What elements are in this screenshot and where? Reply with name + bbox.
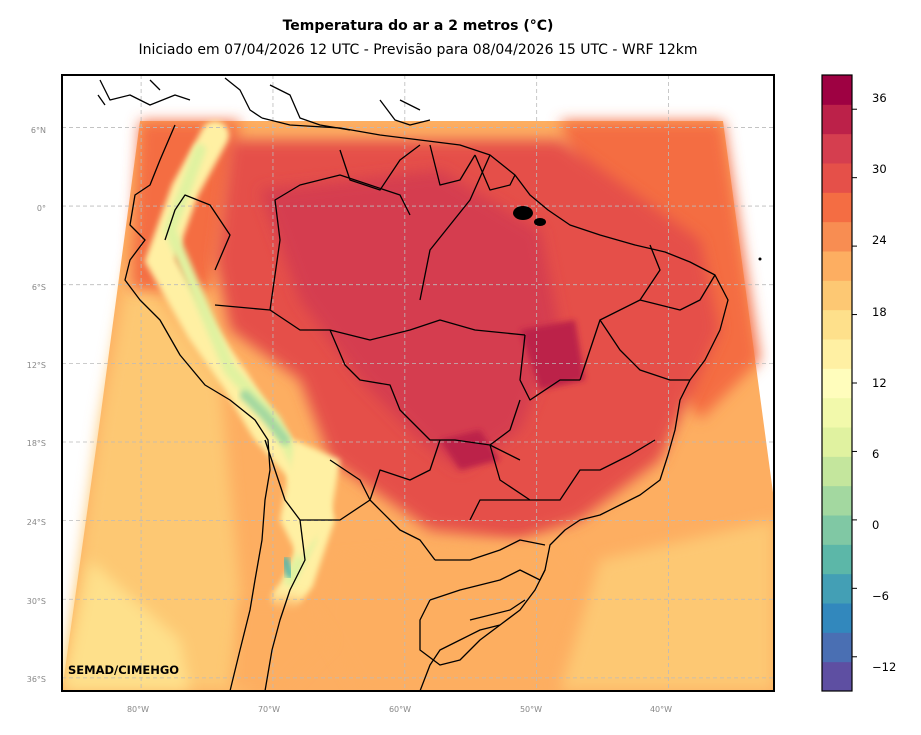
colorbar-segment-10 xyxy=(822,368,852,399)
temperature-field xyxy=(62,121,774,691)
lat-label-6s: 6°S xyxy=(31,283,46,292)
lon-label-80w: 80°W xyxy=(126,705,150,714)
colorbar-label-6: 6 xyxy=(872,447,880,461)
colorbar-segment-12 xyxy=(822,309,852,340)
colorbar-segment-0 xyxy=(822,661,852,692)
colorbar xyxy=(822,75,852,692)
map-boundaries xyxy=(97,77,729,691)
colorbar-ticks xyxy=(852,108,857,658)
colorbar-segment-18 xyxy=(822,133,852,164)
colorbar-segment-19 xyxy=(822,104,852,135)
lat-label-6n: 6°N xyxy=(30,126,46,135)
island-marker xyxy=(758,257,762,261)
colorbar-segment-6 xyxy=(822,485,852,516)
colorbar-segment-8 xyxy=(822,427,852,457)
colorbar-segment-11 xyxy=(822,339,852,369)
colorbar-segment-15 xyxy=(822,221,852,252)
colorbar-label-neg6: −6 xyxy=(872,589,889,603)
lon-label-50w: 50°W xyxy=(519,705,543,714)
lat-label-30s: 30°S xyxy=(26,597,46,606)
chart-title: Temperatura do ar a 2 metros (°C) xyxy=(282,18,554,34)
colorbar-segment-7 xyxy=(822,456,852,487)
amazon-delta xyxy=(513,206,546,226)
colorbar-label-36: 36 xyxy=(872,91,887,105)
lat-label-12s: 12°S xyxy=(26,361,46,370)
colorbar-segment-2 xyxy=(822,603,852,633)
lat-label-0: 0° xyxy=(36,204,46,213)
colorbar-segment-17 xyxy=(822,163,852,193)
colorbar-segment-1 xyxy=(822,632,852,663)
colorbar-segment-3 xyxy=(822,573,852,604)
lat-label-18s: 18°S xyxy=(26,439,46,448)
colorbar-label-0: 0 xyxy=(872,518,880,532)
lon-label-60w: 60°W xyxy=(388,705,412,714)
colorbar-segment-4 xyxy=(822,544,852,575)
colorbar-label-12: 12 xyxy=(872,376,887,390)
credit-label: SEMAD/CIMEHGO xyxy=(68,663,180,677)
map-gridlines xyxy=(62,75,774,691)
colorbar-segment-13 xyxy=(822,280,852,311)
lat-label-36s: 36°S xyxy=(26,675,46,684)
lon-label-70w: 70°W xyxy=(257,705,281,714)
colorbar-segment-16 xyxy=(822,192,852,223)
colorbar-segment-9 xyxy=(822,397,852,428)
colorbar-label-30: 30 xyxy=(872,162,887,176)
colorbar-label-24: 24 xyxy=(872,233,887,247)
map-frame xyxy=(61,74,775,692)
chart-subtitle: Iniciado em 07/04/2026 12 UTC - Previsão… xyxy=(138,42,698,58)
lat-label-24s: 24°S xyxy=(26,518,46,527)
colorbar-segment-5 xyxy=(822,515,852,545)
colorbar-label-18: 18 xyxy=(872,305,887,319)
colorbar-segment-14 xyxy=(822,251,852,281)
colorbar-label-neg12: −12 xyxy=(872,660,897,674)
lon-label-40w: 40°W xyxy=(649,705,673,714)
colorbar-segment-20 xyxy=(822,75,852,105)
